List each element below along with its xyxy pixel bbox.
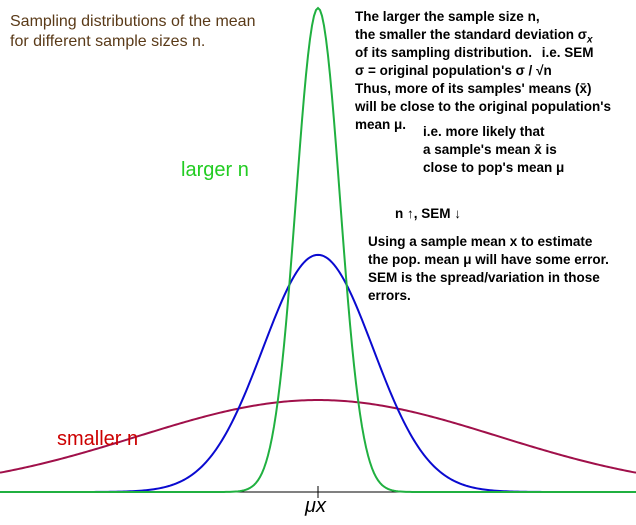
error-line-4: errors. — [368, 288, 411, 303]
sigma-subscript: x — [587, 34, 593, 46]
error-line-1: Using a sample mean x to estimate — [368, 234, 593, 249]
curve-larger-n — [0, 6, 636, 493]
explanation-line-2: the smaller the standard deviation σx — [355, 28, 593, 46]
larger-n-label: larger n — [181, 159, 249, 181]
explanation-line-3: of its sampling distribution. i.e. SEM — [355, 46, 594, 60]
error-line-2: the pop. mean μ will have some error. — [368, 252, 609, 267]
explanation-line-7: mean μ. — [355, 117, 407, 132]
explanation-line-2-text: the smaller the standard deviation σ — [355, 27, 588, 42]
sem-note: i.e. SEM — [541, 45, 594, 60]
explanation-line-3-text: of its sampling distribution. — [355, 45, 532, 60]
mean-axis-label: μx — [305, 495, 326, 517]
title-line-2: for different sample sizes n. — [10, 33, 206, 50]
explanation-line-1: The larger the sample size n, — [355, 9, 540, 24]
trend-note: n ↑, SEM ↓ — [395, 206, 462, 221]
curve-medium-n — [0, 253, 636, 493]
explanation-line-6: will be close to the original population… — [355, 99, 611, 114]
curve-smaller-n — [0, 399, 636, 474]
smaller-n-label: smaller n — [57, 428, 139, 450]
error-line-3: SEM is the spread/variation in those — [368, 270, 600, 285]
explanation-line-5: Thus, more of its samples' means (x̄) — [355, 81, 592, 96]
likely-line-1: i.e. more likely that — [423, 124, 545, 139]
likely-line-2: a sample's mean x̄ is — [423, 142, 557, 157]
title-line-1: Sampling distributions of the mean — [10, 13, 256, 30]
likely-line-3: close to pop's mean μ — [423, 160, 565, 175]
explanation-line-4: σ = original population's σ / √n — [355, 63, 552, 78]
